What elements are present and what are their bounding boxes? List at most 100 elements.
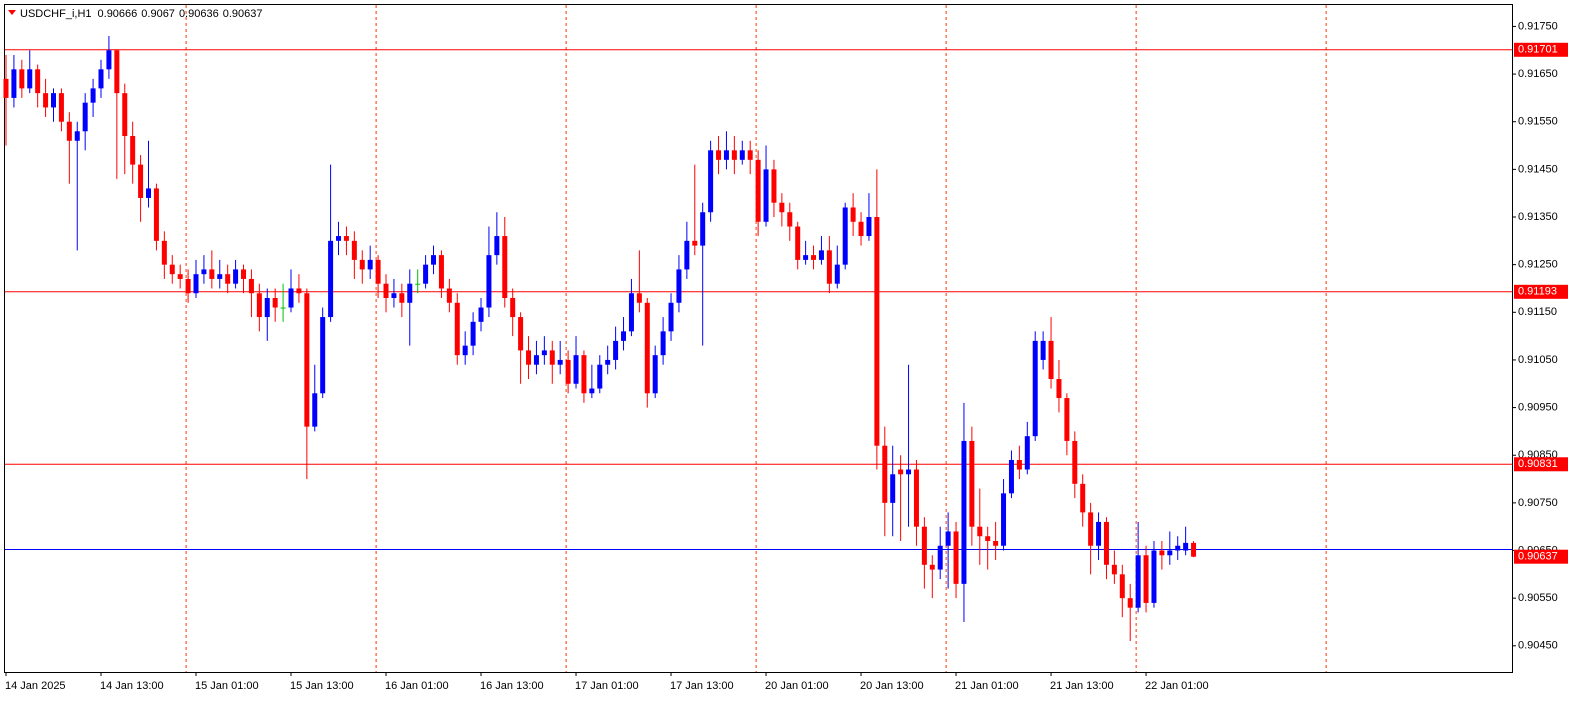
candle-body — [336, 236, 342, 241]
candle-body — [945, 531, 951, 546]
candle-body — [407, 283, 413, 303]
candle-body — [850, 207, 856, 222]
candle-body — [723, 150, 729, 160]
candle-body — [549, 350, 555, 365]
plot-frame — [4, 4, 1513, 673]
candle-body — [106, 50, 112, 70]
candle-body — [146, 188, 152, 198]
last-price-label: 0.90637 — [1518, 551, 1558, 563]
candle-body — [209, 269, 215, 279]
candle-body — [1151, 550, 1157, 603]
candle-body — [779, 202, 785, 213]
y-tick-label: 0.91050 — [1518, 354, 1558, 366]
x-tick-label: 21 Jan 01:00 — [955, 680, 1019, 692]
candle-body — [652, 355, 658, 394]
x-tick-label: 17 Jan 01:00 — [575, 680, 639, 692]
candle-body — [518, 317, 524, 351]
candle-body — [233, 269, 239, 284]
candle-body — [74, 131, 80, 141]
axes: 0.91750 0.91650 0.91550 0.91450 0.91350 0.912… — [5, 20, 1568, 692]
x-tick-label: 16 Jan 01:00 — [385, 680, 449, 692]
last-price-box — [1514, 549, 1568, 564]
x-tick-label: 21 Jan 13:00 — [1050, 680, 1114, 692]
candle-body — [1175, 545, 1181, 551]
candle-body — [1080, 483, 1086, 513]
menu-arrow[interactable] — [8, 10, 16, 15]
candle-body — [771, 169, 777, 203]
candle-body — [114, 50, 120, 94]
y-tick-label: 0.91750 — [1518, 20, 1558, 32]
candle-body — [359, 259, 365, 270]
candle-body — [763, 169, 769, 222]
candle-body — [716, 150, 722, 160]
candles — [3, 35, 1512, 642]
candle-body — [541, 350, 547, 356]
candle-body — [19, 69, 25, 89]
candle-body — [795, 226, 801, 260]
candle-body — [169, 264, 175, 275]
candle-body — [478, 307, 484, 322]
candle-body — [1072, 440, 1078, 484]
candle-body — [858, 221, 864, 237]
candle-body — [581, 355, 587, 394]
candle-body — [1048, 340, 1054, 379]
candle-body — [613, 340, 619, 360]
candle-body — [1111, 564, 1117, 575]
candle-body — [755, 159, 761, 222]
candle-body — [161, 240, 167, 265]
candle-body — [1191, 542, 1197, 557]
y-tick-label: 0.90950 — [1518, 401, 1558, 413]
level-label: 0.91193 — [1518, 286, 1557, 298]
candle-body — [351, 240, 357, 260]
candle-body — [700, 212, 706, 246]
level-label: 0.90831 — [1518, 458, 1558, 470]
candle-body — [241, 269, 247, 279]
candle-body — [898, 469, 904, 475]
candle-body — [628, 293, 634, 332]
candle-body — [533, 355, 539, 365]
candle-body — [605, 359, 611, 365]
candle-body — [1167, 550, 1173, 556]
y-tick-label: 0.90750 — [1518, 497, 1558, 509]
level-label: 0.91701 — [1518, 44, 1558, 56]
candle-body — [565, 359, 571, 384]
candle-body — [454, 302, 460, 356]
candle-body — [343, 236, 349, 241]
low: 0.90636 — [179, 8, 219, 20]
candle-body — [1183, 542, 1189, 551]
candle-body — [573, 355, 579, 384]
candle-body — [256, 293, 262, 318]
candle-body — [953, 531, 959, 584]
x-tick-label: 16 Jan 13:00 — [480, 680, 544, 692]
candle-body — [842, 207, 848, 265]
level-label-box — [1514, 284, 1568, 299]
candle-body — [692, 240, 698, 246]
candle-body — [1135, 555, 1141, 608]
y-tick-label: 0.91250 — [1518, 259, 1558, 271]
candle-body — [272, 298, 278, 308]
candle-body — [668, 302, 674, 332]
level-label-box — [1514, 457, 1568, 472]
candle-body — [27, 69, 33, 89]
x-tick-label: 22 Jan 01:00 — [1145, 680, 1209, 692]
candle-body — [1024, 436, 1030, 470]
open: 0.90666 — [98, 8, 138, 20]
candle-body — [312, 393, 318, 427]
candle-body — [929, 564, 935, 570]
candle-body — [937, 545, 943, 570]
candle-body — [367, 259, 373, 270]
candle-body — [684, 240, 690, 270]
candle-body — [1001, 493, 1007, 546]
candle-body — [913, 469, 919, 527]
candle-body — [438, 255, 444, 289]
candle-body — [304, 293, 310, 427]
y-tick-label: 0.91650 — [1518, 68, 1558, 80]
candle-body — [383, 283, 389, 299]
close: 0.90637 — [223, 8, 263, 20]
high: 0.9067 — [141, 8, 175, 20]
candle-body — [264, 298, 270, 318]
candle-body — [201, 269, 207, 275]
candle-body — [51, 93, 57, 108]
candle-body — [676, 269, 682, 303]
